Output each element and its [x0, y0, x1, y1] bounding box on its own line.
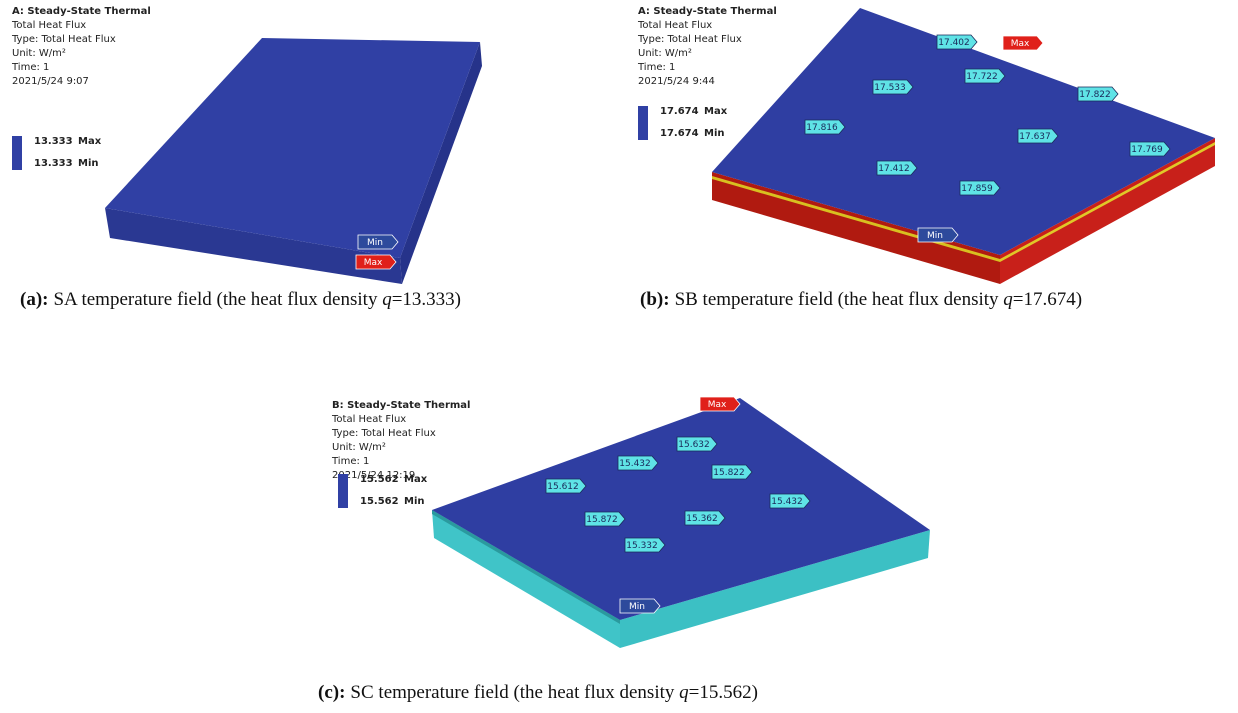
legend-min-value: 17.674 — [660, 128, 699, 139]
legend-max-value: 15.562 — [360, 474, 399, 485]
header-line: Unit: W/m² — [638, 48, 692, 59]
probe-label: 15.362 — [686, 514, 718, 524]
caption-value: =13.333) — [392, 289, 461, 310]
legend-max-value: 13.333 — [34, 136, 73, 147]
legend-min-value: 15.562 — [360, 496, 399, 507]
panel-title: A: Steady-State Thermal — [638, 6, 777, 17]
header-line: Total Heat Flux — [11, 20, 86, 31]
header-line: Time: 1 — [11, 62, 49, 73]
header-line: 2021/5/24 9:44 — [638, 76, 715, 87]
caption: (a):SA temperature field (the heat flux … — [20, 289, 461, 310]
legend-max-label: Max — [78, 136, 102, 147]
legend-min-value: 13.333 — [34, 158, 73, 169]
header-line: Total Heat Flux — [637, 20, 712, 31]
probe-label: 17.533 — [874, 83, 906, 93]
min-marker: Min — [367, 238, 383, 248]
panel-title: A: Steady-State Thermal — [12, 6, 151, 17]
header-line: Unit: W/m² — [332, 442, 386, 453]
legend-min-label: Min — [704, 128, 725, 139]
probe-label: 17.769 — [1131, 145, 1163, 155]
slab-a — [105, 38, 482, 284]
probe-label: 17.816 — [806, 123, 838, 133]
caption-value: =15.562) — [689, 682, 758, 703]
max-marker: Max — [1011, 39, 1030, 49]
caption-text: SA temperature field (the heat flux dens… — [53, 289, 382, 310]
header-line: Type: Total Heat Flux — [331, 428, 436, 439]
probe-label: 17.722 — [966, 72, 998, 82]
caption-text: SB temperature field (the heat flux dens… — [675, 289, 1004, 310]
caption-symbol: q — [1003, 289, 1013, 310]
legend-swatch — [638, 106, 648, 140]
probe-label: 17.822 — [1079, 90, 1111, 100]
probe-label: 15.432 — [619, 459, 651, 469]
max-marker: Max — [364, 258, 383, 268]
caption: (b):SB temperature field (the heat flux … — [640, 289, 1082, 310]
probe-label: 17.637 — [1019, 132, 1051, 142]
min-marker: Min — [927, 231, 943, 241]
header-line: Type: Total Heat Flux — [11, 34, 116, 45]
probe-label: 15.332 — [626, 541, 658, 551]
caption-text: SC temperature field (the heat flux dens… — [350, 682, 679, 703]
header-line: 2021/5/24 9:07 — [12, 76, 89, 87]
probe-label: 17.402 — [938, 38, 970, 48]
legend-max-label: Max — [404, 474, 428, 485]
caption-symbol: q — [382, 289, 392, 310]
slab-c — [432, 398, 930, 648]
header-line: Unit: W/m² — [12, 48, 66, 59]
probe-label: 15.612 — [547, 482, 579, 492]
figure: A: Steady-State Thermal Total Heat Flux Ty… — [0, 0, 1238, 713]
header-line: Total Heat Flux — [331, 414, 406, 425]
min-marker: Min — [629, 602, 645, 612]
legend-swatch — [12, 136, 22, 170]
caption-symbol: q — [679, 682, 689, 703]
probe-label: 17.859 — [961, 184, 993, 194]
caption-label: (c): — [318, 682, 345, 703]
legend-swatch — [338, 474, 348, 508]
caption-label: (b): — [640, 289, 670, 310]
panel-title: B: Steady-State Thermal — [332, 400, 470, 411]
max-marker: Max — [708, 400, 727, 410]
caption-value: =17.674) — [1013, 289, 1082, 310]
legend-min-label: Min — [78, 158, 99, 169]
probe-label: 17.412 — [878, 164, 910, 174]
caption-label: (a): — [20, 289, 48, 310]
legend-min-label: Min — [404, 496, 425, 507]
probe-label: 15.872 — [586, 515, 618, 525]
legend-max-label: Max — [704, 106, 728, 117]
header-line: Time: 1 — [637, 62, 675, 73]
probe-label: 15.822 — [713, 468, 745, 478]
caption: (c):SC temperature field (the heat flux … — [318, 682, 758, 703]
probe-label: 15.632 — [678, 440, 710, 450]
header-line: Type: Total Heat Flux — [637, 34, 742, 45]
header-line: Time: 1 — [331, 456, 369, 467]
legend-max-value: 17.674 — [660, 106, 699, 117]
probe-label: 15.432 — [771, 497, 803, 507]
